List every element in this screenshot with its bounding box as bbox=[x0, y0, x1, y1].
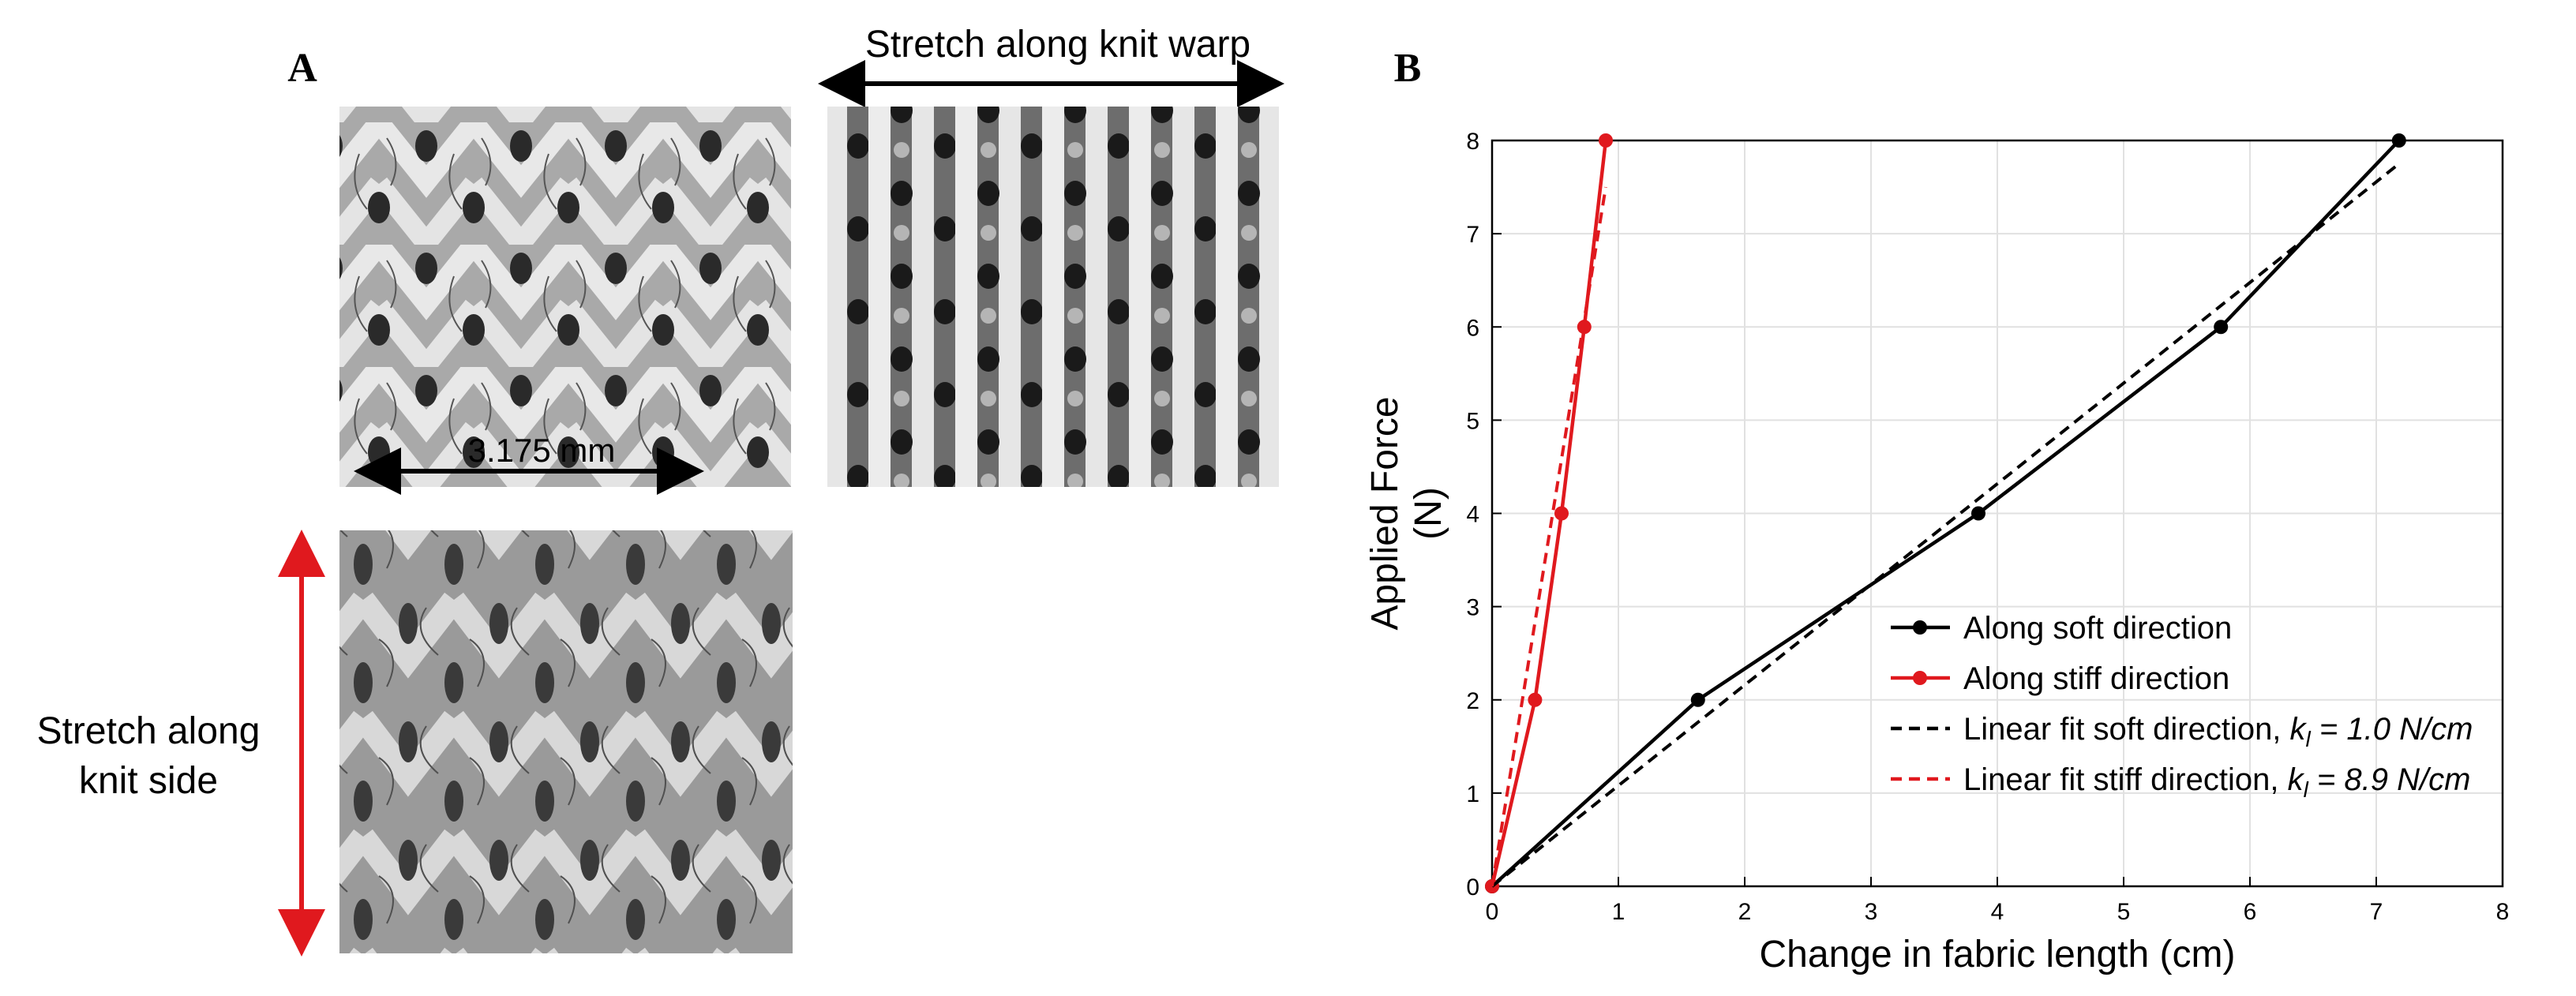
y-tick-label: 8 bbox=[1466, 129, 1479, 155]
panel-b-label: B bbox=[1394, 46, 1422, 91]
y-tick-label: 2 bbox=[1466, 688, 1479, 714]
knit-micrograph-warp bbox=[827, 107, 1279, 487]
chart-series bbox=[1485, 133, 2406, 893]
data-point bbox=[2391, 133, 2406, 148]
y-axis-label-line1: Applied Force bbox=[1364, 396, 1406, 630]
legend-marker-1 bbox=[1913, 671, 1927, 685]
y-tick-label: 3 bbox=[1466, 595, 1479, 621]
knit-micrograph-top-left bbox=[339, 107, 791, 487]
legend-label-2: Linear fit soft direction, kl = 1.0 N/cm bbox=[1963, 712, 2473, 751]
data-point bbox=[1528, 692, 1543, 707]
panel-a-label: A bbox=[287, 46, 317, 91]
y-tick-label: 1 bbox=[1466, 781, 1479, 807]
y-tick-label: 6 bbox=[1466, 315, 1479, 341]
x-axis-ticks: 0 1 2 3 4 5 6 7 8 bbox=[1486, 877, 2510, 925]
y-axis-label-line2: (N) bbox=[1408, 487, 1449, 540]
scale-bar-label: 3.175 mm bbox=[468, 432, 616, 469]
series-line-3 bbox=[1490, 186, 1607, 887]
x-tick-label: 3 bbox=[1865, 899, 1878, 925]
side-label-line2: knit side bbox=[79, 760, 218, 802]
data-point bbox=[1599, 133, 1613, 148]
x-tick-label: 2 bbox=[1738, 899, 1752, 925]
x-axis-label: Change in fabric length (cm) bbox=[1760, 934, 2236, 975]
data-point bbox=[1690, 692, 1705, 707]
data-point bbox=[2214, 320, 2229, 335]
chart-legend: Along soft direction Along stiff directio… bbox=[1891, 611, 2473, 802]
y-tick-label: 5 bbox=[1466, 408, 1479, 434]
warp-label: Stretch along knit warp bbox=[865, 24, 1251, 66]
legend-label-3: Linear fit stiff direction, kl = 8.9 N/c… bbox=[1963, 762, 2470, 802]
legend-marker-0 bbox=[1913, 620, 1927, 635]
x-tick-label: 8 bbox=[2496, 899, 2510, 925]
y-tick-label: 4 bbox=[1466, 502, 1479, 528]
x-tick-label: 5 bbox=[2117, 899, 2131, 925]
y-tick-label: 7 bbox=[1466, 222, 1479, 248]
x-tick-label: 1 bbox=[1612, 899, 1625, 925]
y-axis-label: Applied Force (N) bbox=[1364, 396, 1449, 630]
panel-a: A Stretch along knit warp 3.175 mm Stret… bbox=[37, 24, 1284, 957]
side-label-line1: Stretch along bbox=[37, 710, 261, 752]
data-point bbox=[1971, 506, 1985, 521]
y-axis-ticks: 0 1 2 3 4 5 6 7 8 bbox=[1466, 129, 1502, 901]
x-tick-label: 7 bbox=[2370, 899, 2383, 925]
x-tick-label: 4 bbox=[1991, 899, 2004, 925]
x-tick-label: 6 bbox=[2244, 899, 2257, 925]
knit-micrograph-side bbox=[339, 530, 793, 953]
panel-b: B 0 1 2 3 4 5 6 7 8 0 1 2 3 4 5 6 7 8 Change in fabric l… bbox=[1364, 46, 2509, 975]
series-line-2 bbox=[1490, 162, 2401, 888]
x-tick-label: 0 bbox=[1486, 899, 1499, 925]
y-tick-label: 0 bbox=[1466, 874, 1479, 901]
legend-label-1: Along stiff direction bbox=[1963, 661, 2229, 696]
legend-label-0: Along soft direction bbox=[1963, 611, 2232, 646]
data-point bbox=[1554, 506, 1569, 521]
